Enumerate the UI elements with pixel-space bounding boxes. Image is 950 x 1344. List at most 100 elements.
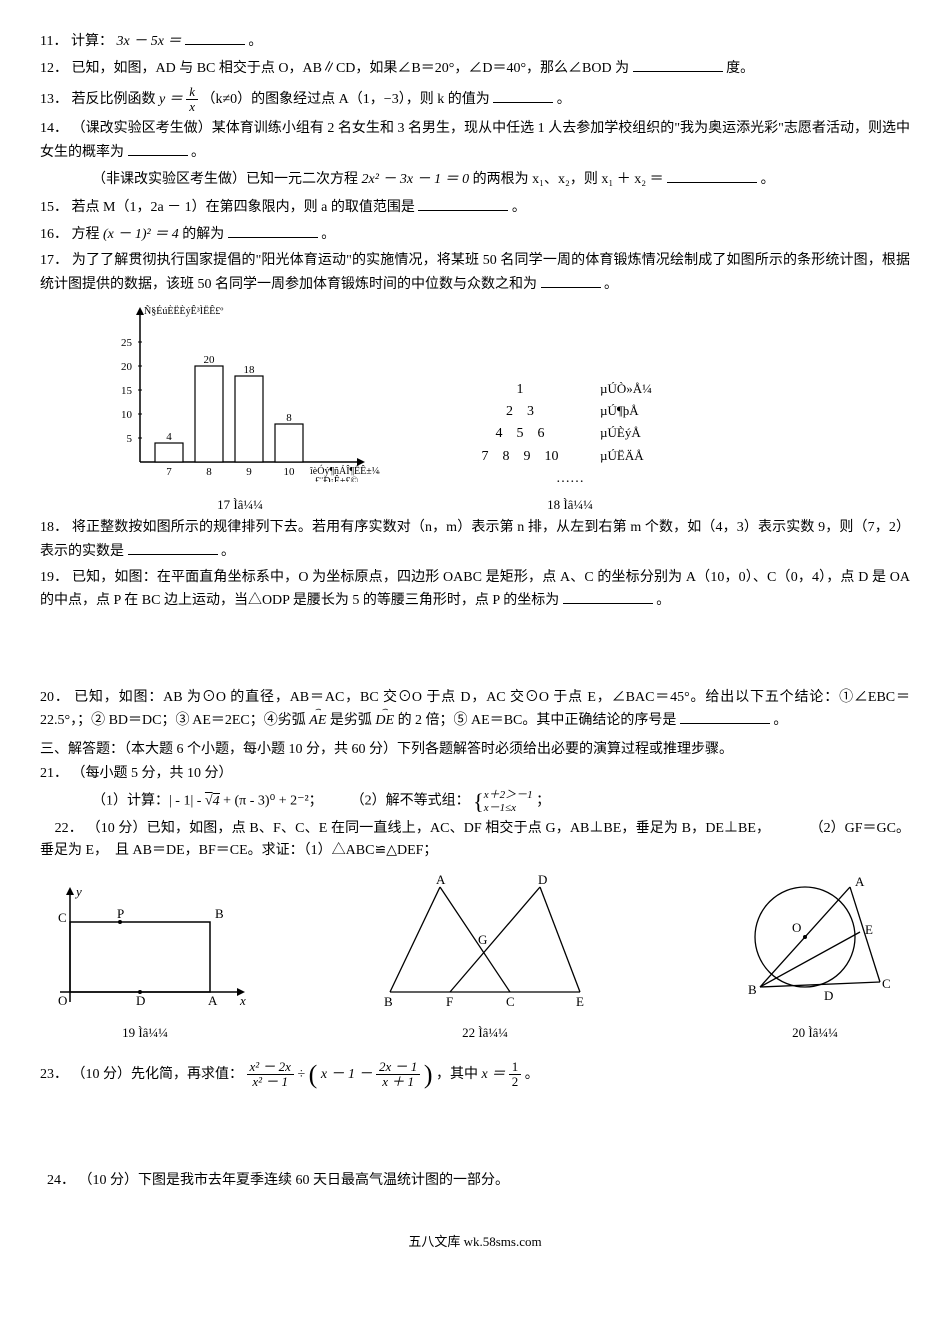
fraction: k x: [186, 85, 198, 115]
text: 计算：: [71, 34, 113, 49]
end: 。: [512, 200, 526, 215]
end: 。: [773, 713, 787, 728]
fig-20: A O E B D C 20 Ìâ¼¼: [720, 872, 910, 1044]
end: 。: [656, 593, 670, 608]
q22: 22． （10 分）已知，如图，点 B、F、C、E 在同一直线上，AC、DF 相…: [40, 818, 910, 863]
svg-text:20: 20: [204, 354, 216, 366]
qnum: 11．: [40, 34, 67, 49]
fraction-2: 2x － 1 x ＋ 1: [376, 1060, 420, 1090]
svg-text:G: G: [478, 932, 487, 947]
q21-parts: （1）计算：| - 1| - √4 + (π - 3)⁰ + 2⁻²； （2）解…: [40, 789, 910, 813]
end: 。: [761, 172, 775, 187]
expr: 3x － 5x ＝: [116, 34, 181, 49]
q20: 20． 已知，如图：AB 为⊙O 的直径，AB＝AC，BC 交⊙O 于点 D，A…: [40, 687, 910, 733]
svg-text:D: D: [136, 993, 145, 1008]
qnum: 12．: [40, 61, 68, 76]
section-3: 三、解答题：（本大题 6 个小题，每小题 10 分，共 60 分）下列各题解答时…: [40, 739, 910, 761]
q18: 18． 将正整数按如图所示的规律排列下去。若用有序实数对（n，m）表示第 n 排…: [40, 517, 910, 563]
blank: [418, 196, 508, 211]
q24: 24． （10 分）下图是我市去年夏季连续 60 天日最高气温统计图的一部分。: [40, 1170, 910, 1192]
svg-text:P: P: [117, 906, 124, 921]
text: 为了了解贯彻执行国家提倡的"阳光体育运动"的实施情况，将某班 50 名同学一周的…: [40, 253, 910, 291]
q19: 19． 已知，如图：在平面直角坐标系中，O 为坐标原点，四边形 OABC 是矩形…: [40, 567, 910, 613]
charts-row: 5 10 15 20 25 4 20 18 8 7 8 9 10: [40, 302, 910, 515]
text: 已知，如图：在平面直角坐标系中，O 为坐标原点，四边形 OABC 是矩形，点 A…: [40, 570, 910, 608]
footer: 五八文库 wk.58sms.com: [40, 1232, 910, 1253]
text: 是劣弧: [330, 713, 376, 728]
text: （10 分）已知，如图，点 B、F、C、E 在同一直线上，AC、DF 相交于点 …: [40, 821, 770, 858]
blank: [633, 57, 723, 72]
p2a: （2）解不等式组：: [351, 794, 470, 809]
text: 若点 M（1，2a － 1）在第四象限内，则 a 的取值范围是: [72, 200, 415, 215]
mid: ÷: [297, 1067, 308, 1082]
svg-text:£¨Ð¡Ê±£©: £¨Ð¡Ê±£©: [315, 475, 358, 482]
end: 。: [321, 227, 335, 242]
eq: (x － 1)² ＝ 4: [103, 227, 179, 242]
svg-text:D: D: [538, 872, 547, 887]
q14: 14． （课改实验区考生做）某体育训练小组有 2 名女生和 3 名男生，现从中任…: [40, 118, 910, 164]
qnum: 18．: [40, 520, 68, 535]
xeq: x ＝: [481, 1067, 508, 1082]
end: 。: [604, 277, 618, 292]
q16: 16． 方程 (x － 1)² ＝ 4 的解为 。: [40, 223, 910, 246]
bar-chart: 5 10 15 20 25 4 20 18 8 7 8 9 10: [100, 302, 380, 482]
svg-text:E: E: [576, 994, 584, 1009]
text: （非课改实验区考生做）已知一元二次方程: [92, 172, 362, 187]
svg-text:B: B: [384, 994, 393, 1009]
eq: 2x² － 3x － 1 ＝ 0: [362, 172, 470, 187]
text: 的两根为 x₁、x₂，则 x₁ ＋ x₂ ＝: [473, 172, 664, 187]
text: （k≠0）的图象经过点 A（1，−3），则 k 的值为: [202, 92, 490, 107]
end: ；: [536, 794, 550, 809]
svg-text:A: A: [855, 874, 865, 889]
q13: 13． 若反比例函数 y ＝ k x （k≠0）的图象经过点 A（1，−3），则…: [40, 85, 910, 115]
svg-text:7: 7: [166, 466, 172, 478]
blank: [128, 540, 218, 555]
blank: [563, 589, 653, 604]
svg-text:4: 4: [166, 431, 172, 443]
eq: y ＝: [159, 92, 183, 107]
num: k: [186, 85, 198, 100]
blank: [667, 168, 757, 183]
den: x: [186, 100, 198, 114]
end: 。: [248, 34, 262, 49]
qnum: 14．: [40, 121, 68, 136]
ylabel: Ñ§ÉúÈËÈýÊ³ÌËÊ£º: [144, 305, 223, 317]
blank: [541, 273, 601, 288]
qnum: 21．: [40, 766, 68, 781]
svg-text:A: A: [436, 872, 446, 887]
svg-text:18: 18: [244, 364, 256, 376]
blank: [680, 709, 770, 724]
p1b: + (π - 3)⁰ + 2⁻²；: [220, 794, 323, 809]
figures-row: C P B O D A x y 19 Ìâ¼¼ A D G B F C E: [40, 872, 910, 1044]
qnum: 20．: [40, 690, 70, 705]
inner: x － 1 －: [321, 1067, 376, 1082]
qnum: 23．: [40, 1067, 68, 1082]
unit: 度。: [726, 61, 754, 76]
system: x＋2＞－1x－1≤x: [484, 789, 533, 813]
svg-text:C: C: [58, 910, 67, 925]
q15: 15． 若点 M（1，2a － 1）在第四象限内，则 a 的取值范围是 。: [40, 196, 910, 219]
svg-text:O: O: [58, 993, 67, 1008]
bar-chart-container: 5 10 15 20 25 4 20 18 8 7 8 9 10: [100, 302, 380, 515]
lead: （10 分）先化简，再求值：: [72, 1067, 244, 1082]
triangle-chart: 1µÚÒ»Å¼ 2 3µÚ¶þÅ 4 5 6µÚÈýÅ 7 8 9 10µÚËÄ…: [440, 379, 700, 516]
svg-text:x: x: [239, 993, 246, 1008]
blank: [493, 88, 553, 103]
qnum: 16．: [40, 227, 68, 242]
blank: [228, 223, 318, 238]
qnum: 19．: [40, 570, 68, 585]
text: （10 分）下图是我市去年夏季连续 60 天日最高气温统计图的一部分。: [79, 1173, 510, 1188]
blank: [185, 30, 245, 45]
svg-text:C: C: [882, 976, 891, 991]
qnum: 24．: [47, 1173, 75, 1188]
svg-text:B: B: [215, 906, 224, 921]
paren-r: ): [424, 1060, 433, 1089]
end: 。: [557, 92, 571, 107]
svg-text:10: 10: [121, 409, 133, 421]
svg-text:8: 8: [206, 466, 212, 478]
qnum: 17．: [40, 253, 68, 268]
q14b: （非课改实验区考生做）已知一元二次方程 2x² － 3x － 1 ＝ 0 的两根…: [40, 168, 910, 191]
fraction-1: x² － 2x x² － 1: [247, 1060, 294, 1090]
svg-text:20: 20: [121, 361, 133, 373]
svg-text:D: D: [824, 988, 833, 1003]
